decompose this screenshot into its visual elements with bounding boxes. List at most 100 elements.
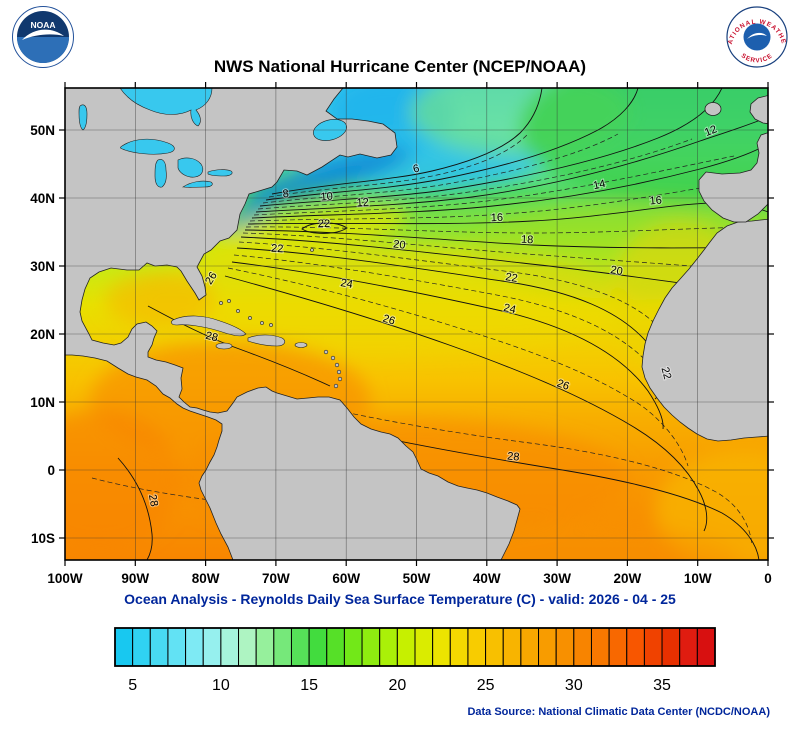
contour-label: 26 bbox=[555, 377, 571, 392]
sst-blob-gulf-of-mexico bbox=[105, 272, 215, 328]
isotherm-28-pacific bbox=[117, 457, 153, 560]
colorbar-cell bbox=[432, 627, 451, 667]
noaa-logo: NOAA bbox=[12, 6, 74, 73]
colorbar-cell bbox=[273, 627, 292, 667]
colorbar-tick-label: 30 bbox=[565, 677, 583, 694]
contour-label: 20 bbox=[393, 238, 407, 251]
colorbar-cell bbox=[220, 627, 240, 667]
lakes bbox=[78, 88, 347, 188]
island-jamaica bbox=[215, 342, 233, 350]
x-axis-tick-label: 100W bbox=[47, 571, 83, 586]
colorbar-cell bbox=[255, 627, 275, 667]
island-lesser-antilles bbox=[334, 362, 340, 368]
y-axis-tick-label: 10N bbox=[30, 395, 55, 410]
x-axis-tick-label: 70W bbox=[262, 571, 290, 586]
colorbar-cell bbox=[573, 627, 592, 667]
island-bahamas bbox=[269, 323, 273, 327]
island-bahamas bbox=[227, 299, 231, 303]
contour-label: 18 bbox=[521, 234, 534, 247]
contour-label: 20 bbox=[609, 264, 623, 278]
lake-huron bbox=[177, 157, 204, 178]
isotherm-dashed-15 bbox=[249, 175, 768, 222]
contour-label: 22 bbox=[318, 218, 330, 230]
colorbar-cell bbox=[326, 627, 345, 667]
sst-blob-shelf-cold bbox=[248, 147, 412, 203]
isotherm-dashed-7 bbox=[268, 134, 528, 198]
isotherm-28-caribbean bbox=[147, 305, 331, 387]
island-bahamas bbox=[236, 309, 240, 313]
colorbar-cell bbox=[202, 627, 222, 667]
colorbar-cell bbox=[361, 627, 381, 667]
x-axis-tick-label: 0 bbox=[764, 571, 772, 586]
colorbar-cell bbox=[696, 627, 716, 667]
island-bahamas bbox=[260, 321, 264, 325]
colorbar-cell bbox=[485, 627, 504, 667]
page-title: NWS National Hurricane Center (NCEP/NOAA… bbox=[213, 57, 587, 76]
sst-blob-gulfstream-warm bbox=[191, 206, 409, 264]
y-axis-tick-label: 30N bbox=[30, 259, 55, 274]
colorbar-cell bbox=[643, 627, 663, 667]
colorbar-cell bbox=[238, 627, 257, 667]
colorbar-cell bbox=[626, 627, 645, 667]
noaa-logo-sea bbox=[17, 37, 69, 63]
colorbar-cell bbox=[167, 627, 187, 667]
isotherm-10 bbox=[259, 88, 723, 207]
sst-blob-sargasso bbox=[130, 245, 630, 355]
colorbar-cell bbox=[608, 627, 628, 667]
contour-label: 22 bbox=[659, 366, 674, 381]
analysis-subtitle: Ocean Analysis - Reynolds Daily Sea Surf… bbox=[124, 591, 676, 607]
contour-label: 24 bbox=[502, 302, 517, 316]
x-axis-tick-label: 10W bbox=[684, 571, 712, 586]
colorbar-cell bbox=[149, 627, 169, 667]
sst-blob-coastal-cold bbox=[225, 181, 285, 235]
caribbean-islands bbox=[171, 248, 343, 389]
sst-blob-pacific-warm bbox=[65, 410, 180, 550]
island-lesser-antilles bbox=[336, 369, 342, 375]
nws-logo-globe bbox=[743, 23, 771, 51]
colorbar-cell bbox=[308, 627, 328, 667]
x-axis-tick-label: 50W bbox=[403, 571, 431, 586]
colorbar-tick-label: 10 bbox=[212, 677, 230, 694]
isotherm-dashed-9 bbox=[262, 133, 619, 204]
noaa-logo-text: NOAA bbox=[30, 20, 55, 30]
landmass-americas bbox=[65, 88, 521, 560]
colorbar-cell bbox=[132, 627, 151, 667]
x-axis-tick-label: 90W bbox=[121, 571, 149, 586]
isotherm-dashed-19 bbox=[242, 232, 768, 272]
colorbar-cell bbox=[679, 627, 698, 667]
contour-label: 8 bbox=[282, 188, 289, 201]
y-axis-tick-label: 20N bbox=[30, 327, 55, 342]
colorbar-tick-label: 5 bbox=[128, 677, 137, 694]
y-axis-tick-label: 10S bbox=[31, 531, 55, 546]
colorbar-cell bbox=[290, 627, 310, 667]
lake-superior bbox=[120, 138, 175, 155]
colorbar-cell bbox=[502, 627, 522, 667]
contour-label: 14 bbox=[592, 178, 606, 192]
y-axis-tick-label: 0 bbox=[47, 463, 55, 478]
colorbar-cell bbox=[520, 627, 540, 667]
isotherm-12 bbox=[255, 116, 768, 213]
colorbar-tick-label: 25 bbox=[477, 677, 495, 694]
colorbar-cell bbox=[555, 627, 575, 667]
colorbar-frame bbox=[114, 627, 716, 667]
colorbar-cell bbox=[467, 627, 487, 667]
colorbar-cell bbox=[661, 627, 681, 667]
colorbar-cell bbox=[379, 627, 398, 667]
contour-label: 12 bbox=[356, 197, 369, 210]
colorbar-tick-label: 15 bbox=[300, 677, 318, 694]
contour-label: 22 bbox=[271, 243, 284, 256]
isotherm-22-pocket bbox=[301, 222, 348, 234]
contour-label: 12 bbox=[703, 123, 719, 139]
colorbar-cell bbox=[396, 627, 416, 667]
colorbar-tick-label: 20 bbox=[388, 677, 406, 694]
x-axis-tick-label: 30W bbox=[543, 571, 571, 586]
hudson-bay bbox=[119, 88, 213, 127]
isotherm-dashed-27 bbox=[251, 389, 753, 546]
isotherm-8 bbox=[265, 88, 639, 201]
island-bahamas bbox=[219, 301, 223, 305]
y-axis-tick-label: 50N bbox=[30, 123, 55, 138]
island-lesser-antilles bbox=[330, 355, 336, 361]
contour-label: 10 bbox=[320, 191, 333, 204]
landmass-britain bbox=[749, 95, 768, 125]
